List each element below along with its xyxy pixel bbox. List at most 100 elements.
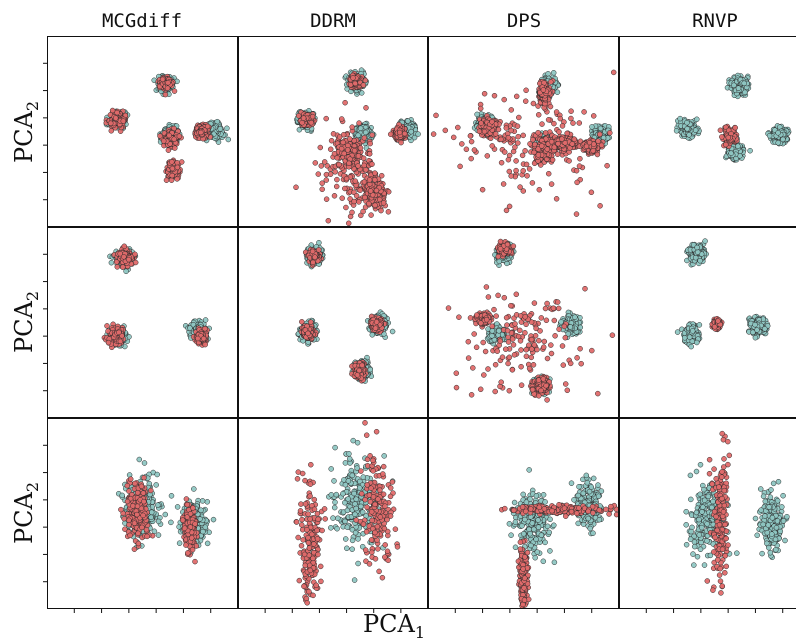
- posterior-point: [333, 183, 340, 190]
- posterior-point: [568, 108, 574, 114]
- posterior-point: [309, 113, 316, 120]
- posterior-point: [396, 129, 403, 136]
- posterior-point: [604, 162, 610, 169]
- posterior-point: [548, 79, 554, 85]
- posterior-point: [356, 199, 362, 205]
- posterior-point: [576, 120, 583, 126]
- prior-point: [411, 134, 418, 141]
- posterior-point: [160, 138, 167, 144]
- posterior-point: [581, 109, 587, 115]
- posterior-point: [516, 114, 522, 121]
- prior-point: [408, 128, 414, 135]
- posterior-point: [566, 158, 572, 164]
- posterior-point: [471, 147, 478, 153]
- posterior-point: [169, 165, 176, 172]
- posterior-point: [169, 172, 175, 179]
- posterior-point: [300, 115, 307, 121]
- column-title-mcgdiff: MCGdiff: [102, 10, 182, 32]
- posterior-point: [352, 80, 358, 87]
- panel-frame: [238, 36, 428, 227]
- posterior-point: [513, 167, 519, 174]
- prior-point: [545, 71, 551, 77]
- posterior-point: [343, 204, 349, 211]
- posterior-point: [508, 173, 514, 179]
- posterior-point: [590, 113, 597, 119]
- posterior-point: [513, 93, 520, 100]
- posterior-point: [489, 143, 495, 149]
- posterior-point: [355, 153, 362, 159]
- posterior-point: [372, 170, 378, 176]
- posterior-point: [332, 169, 338, 175]
- posterior-point: [357, 187, 363, 193]
- posterior-point: [360, 155, 367, 162]
- posterior-point: [519, 152, 526, 159]
- posterior-point: [378, 207, 384, 214]
- posterior-point: [165, 147, 172, 153]
- posterior-point: [433, 112, 439, 119]
- posterior-point: [328, 137, 335, 144]
- posterior-point: [315, 171, 322, 177]
- posterior-point: [345, 220, 352, 227]
- posterior-point: [529, 180, 536, 186]
- posterior-point: [576, 163, 583, 169]
- posterior-point: [535, 112, 542, 118]
- posterior-point: [505, 156, 512, 163]
- posterior-point: [171, 88, 178, 94]
- posterior-point: [353, 193, 360, 199]
- posterior-point: [570, 120, 576, 126]
- prior-point: [550, 70, 557, 76]
- posterior-point: [545, 117, 552, 123]
- posterior-point: [341, 150, 347, 157]
- posterior-point: [489, 119, 495, 125]
- posterior-point: [467, 133, 474, 139]
- posterior-point: [551, 120, 557, 127]
- posterior-point: [319, 186, 325, 193]
- posterior-point: [378, 172, 385, 179]
- posterior-point: [157, 133, 163, 139]
- posterior-point: [526, 166, 533, 172]
- column-titles: MCGdiff DDRM DPS RNVP: [102, 10, 738, 32]
- posterior-point: [198, 129, 204, 136]
- posterior-point: [484, 153, 491, 159]
- posterior-point: [514, 123, 521, 129]
- posterior-point: [442, 127, 449, 134]
- posterior-point: [325, 217, 332, 224]
- panel-dps-row1: [428, 36, 619, 227]
- posterior-point: [299, 119, 305, 126]
- posterior-point: [327, 146, 334, 153]
- posterior-point: [476, 128, 483, 135]
- posterior-point: [171, 136, 177, 142]
- posterior-point: [323, 115, 329, 122]
- posterior-point: [479, 186, 486, 193]
- posterior-point: [468, 155, 474, 162]
- posterior-point: [319, 180, 325, 186]
- posterior-point: [503, 125, 510, 131]
- posterior-point: [597, 203, 603, 209]
- posterior-point: [295, 113, 302, 119]
- posterior-point: [356, 120, 362, 126]
- posterior-point: [512, 144, 518, 150]
- posterior-point: [172, 145, 178, 151]
- posterior-point: [366, 200, 372, 207]
- prior-point: [597, 125, 604, 132]
- posterior-point: [349, 124, 355, 130]
- posterior-point: [430, 131, 437, 137]
- posterior-point: [165, 79, 171, 86]
- posterior-point: [573, 167, 580, 174]
- posterior-point: [530, 100, 537, 107]
- posterior-point: [162, 91, 169, 98]
- posterior-point: [372, 177, 378, 183]
- posterior-point: [523, 161, 530, 168]
- posterior-point: [317, 144, 324, 151]
- posterior-point: [323, 171, 330, 178]
- posterior-point: [385, 209, 392, 215]
- posterior-point: [346, 160, 352, 167]
- posterior-point: [347, 136, 353, 142]
- panel-frame: [47, 36, 238, 227]
- posterior-point: [380, 200, 387, 206]
- posterior-point: [323, 196, 330, 202]
- posterior-point: [351, 147, 358, 154]
- prior-point: [415, 131, 421, 137]
- prior-point: [217, 126, 224, 132]
